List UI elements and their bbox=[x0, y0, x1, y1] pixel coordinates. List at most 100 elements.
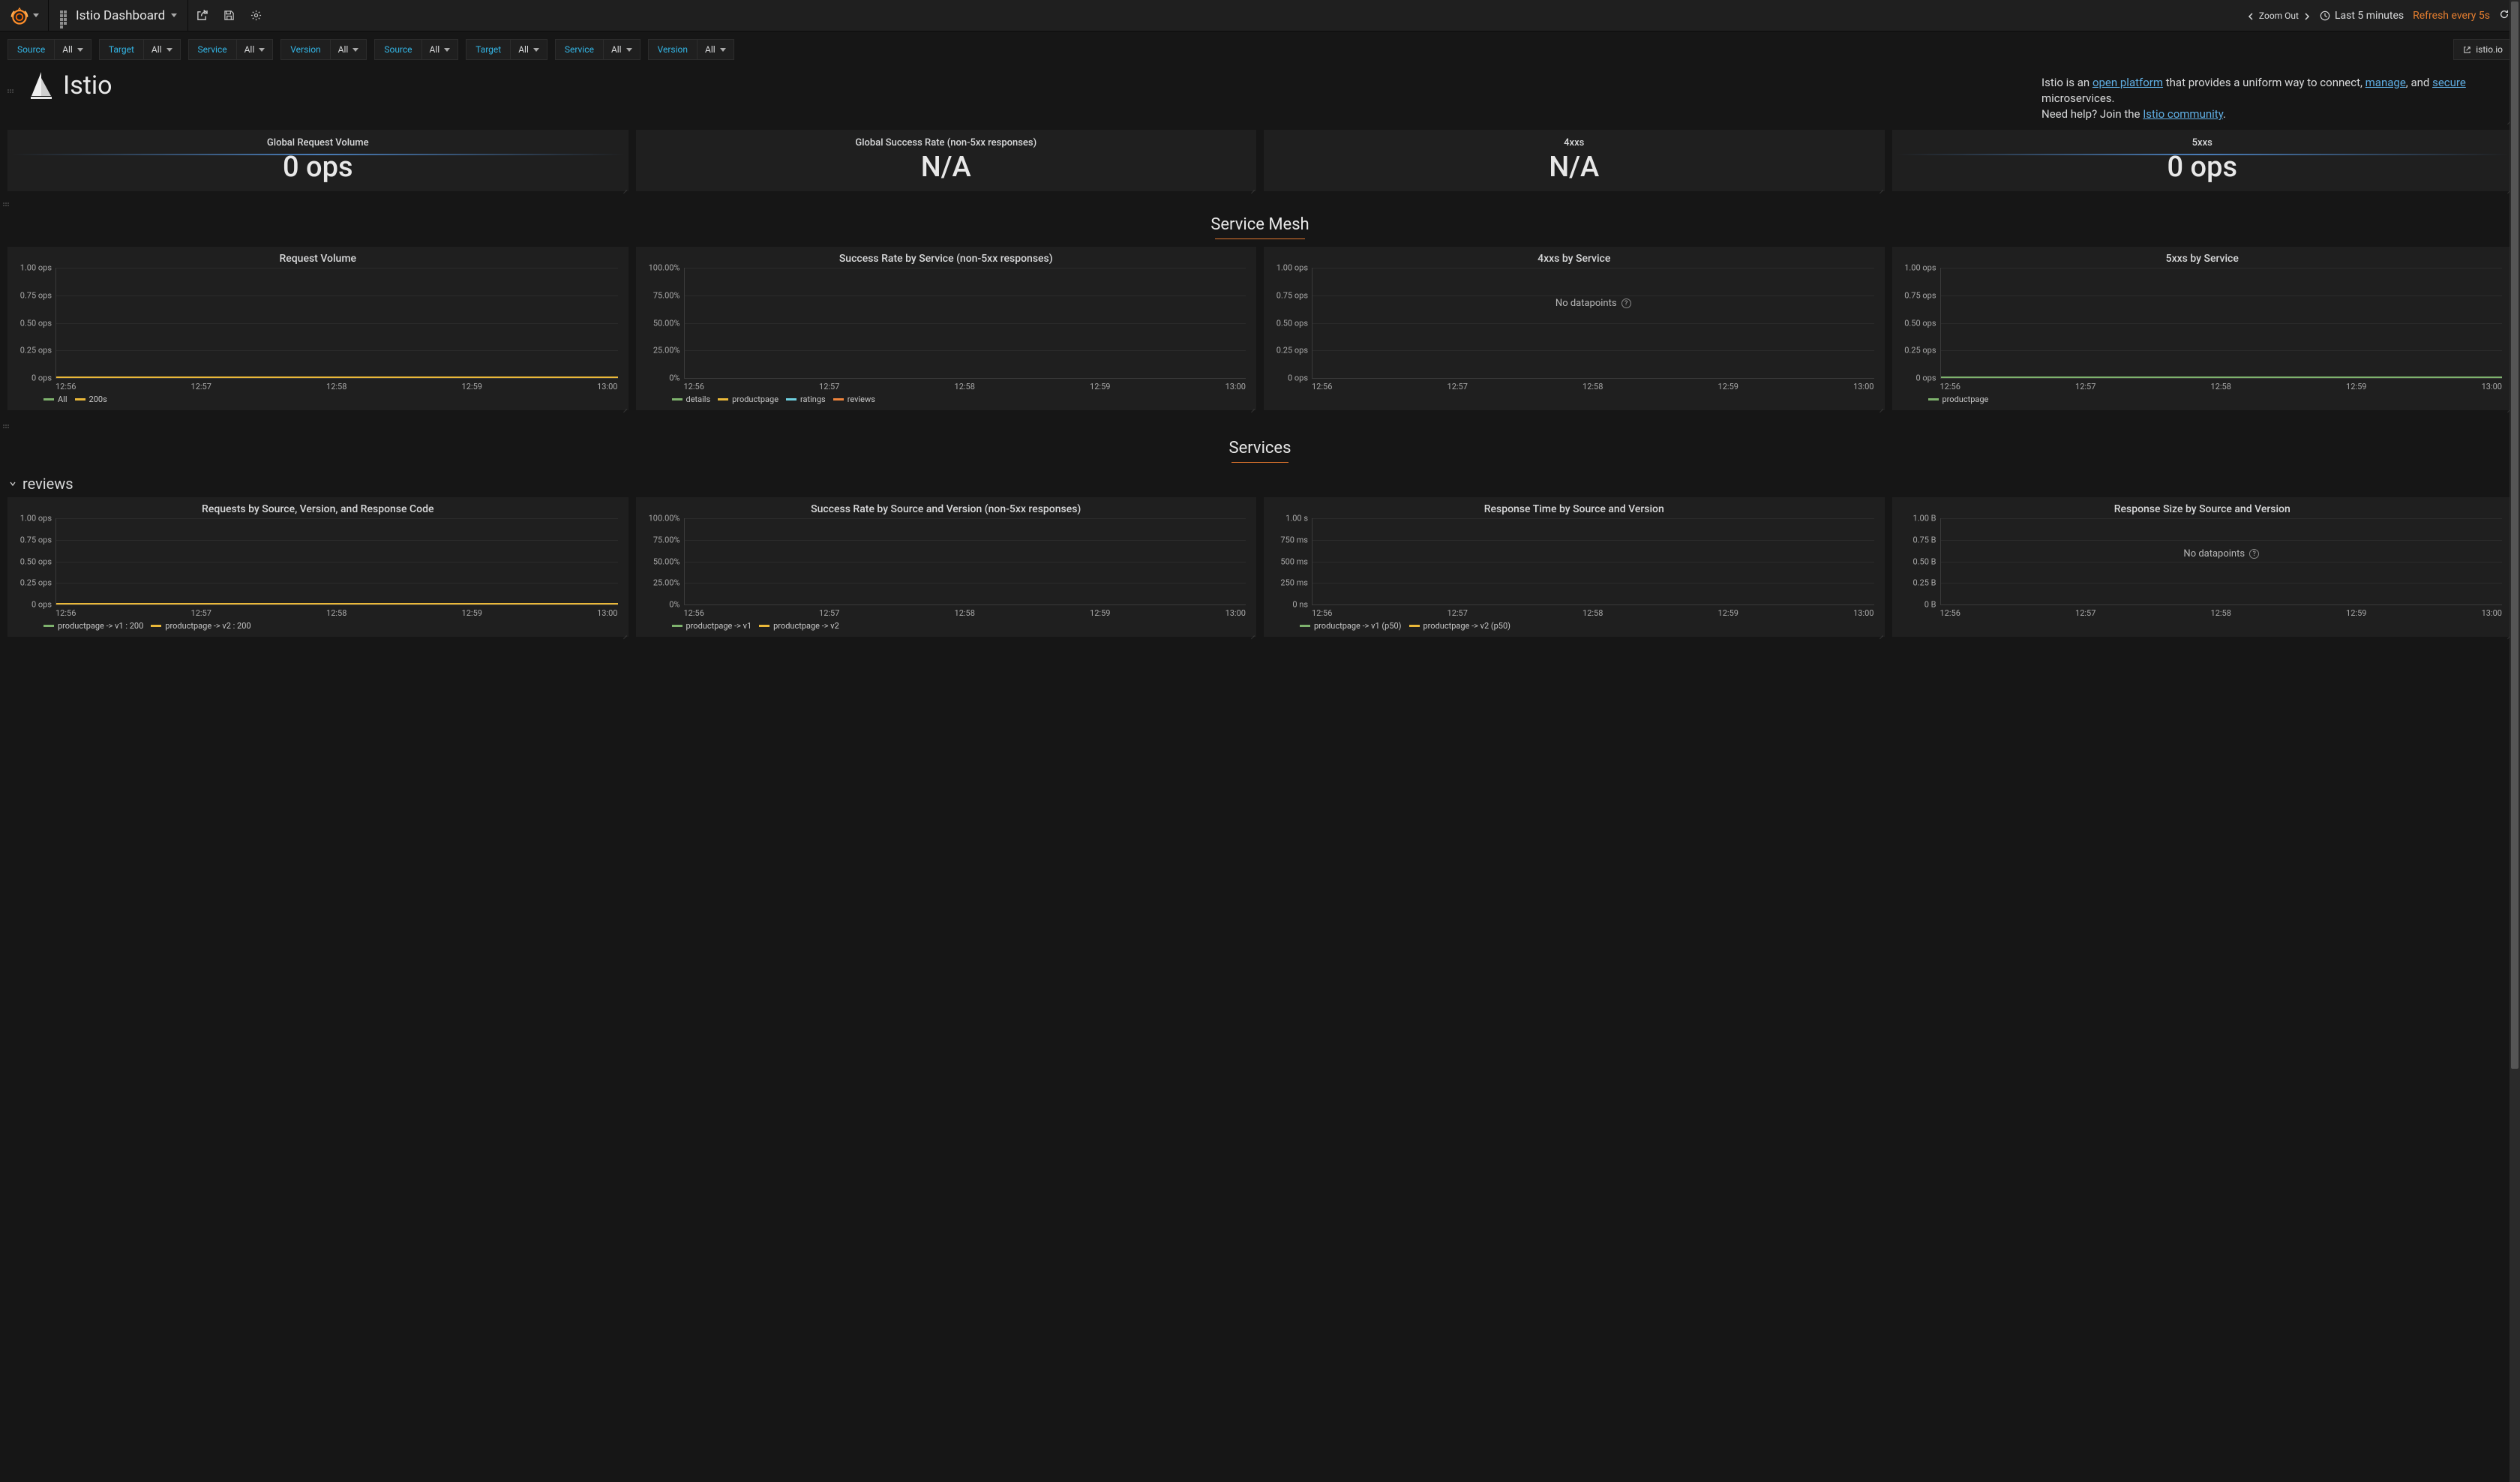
plot-area[interactable]: 1.00 B0.75 B0.50 B0.25 B0 BNo datapoints… bbox=[1940, 518, 2503, 605]
clock-icon bbox=[2320, 10, 2330, 21]
variable-source[interactable]: SourceAll bbox=[8, 39, 92, 60]
x-axis-tick: 12:57 bbox=[1448, 382, 1468, 392]
time-range-picker[interactable]: Last 5 minutes bbox=[2320, 10, 2404, 22]
stat-panel[interactable]: 5xxs0 ops bbox=[1892, 130, 2513, 191]
scrollbar[interactable] bbox=[2510, 0, 2520, 1482]
x-axis-tick: 12:58 bbox=[326, 382, 346, 392]
stat-title: 4xxs bbox=[1564, 137, 1584, 148]
variable-value[interactable]: All bbox=[331, 39, 368, 60]
stat-panel[interactable]: 4xxsN/A bbox=[1264, 130, 1885, 191]
graph-panel[interactable]: Response Time by Source and Version1.00 … bbox=[1264, 497, 1885, 637]
legend-item[interactable]: productpage -> v2 (p50) bbox=[1409, 621, 1511, 631]
time-back-button[interactable] bbox=[2247, 12, 2254, 20]
variable-label: Source bbox=[8, 39, 55, 60]
legend-item[interactable]: productpage -> v1 : 200 bbox=[44, 621, 143, 631]
section-service-mesh: Service Mesh bbox=[0, 208, 2520, 247]
istio-logo-icon bbox=[28, 70, 54, 100]
y-axis-tick: 1.00 ops bbox=[20, 263, 52, 273]
zoom-out-button[interactable]: Zoom Out bbox=[2259, 10, 2299, 21]
legend-item[interactable]: details bbox=[672, 394, 711, 404]
settings-button[interactable] bbox=[242, 0, 269, 32]
manage-link[interactable]: manage bbox=[2366, 76, 2406, 89]
variable-value[interactable]: All bbox=[55, 39, 92, 60]
plot-area[interactable]: 1.00 ops0.75 ops0.50 ops0.25 ops0 opsNo … bbox=[1312, 268, 1874, 379]
legend-item[interactable]: productpage -> v1 (p50) bbox=[1300, 621, 1402, 631]
y-axis-tick: 0.50 B bbox=[1912, 556, 1936, 566]
variable-value-dropdown[interactable]: All bbox=[511, 39, 548, 60]
plot-area[interactable]: 1.00 ops0.75 ops0.50 ops0.25 ops0 ops bbox=[56, 518, 618, 605]
refresh-button[interactable] bbox=[2499, 9, 2510, 22]
graph-panel[interactable]: Success Rate by Source and Version (non-… bbox=[636, 497, 1257, 637]
secure-link[interactable]: secure bbox=[2432, 76, 2466, 89]
graph-panel[interactable]: Request Volume1.00 ops0.75 ops0.50 ops0.… bbox=[8, 247, 628, 410]
x-axis-tick: 12:58 bbox=[326, 608, 346, 618]
x-axis-tick: 12:58 bbox=[1582, 382, 1603, 392]
help-icon[interactable]: ? bbox=[2249, 549, 2259, 559]
share-button[interactable] bbox=[188, 0, 215, 32]
external-link-button[interactable]: istio.io bbox=[2453, 39, 2512, 60]
variable-service[interactable]: ServiceAll bbox=[188, 39, 274, 60]
variable-version[interactable]: VersionAll bbox=[648, 39, 734, 60]
plot-area[interactable]: 1.00 ops0.75 ops0.50 ops0.25 ops0 ops bbox=[1940, 268, 2503, 379]
subsection-reviews[interactable]: reviews bbox=[0, 470, 2520, 497]
legend-item[interactable]: productpage bbox=[1928, 394, 1989, 404]
stat-title: 5xxs bbox=[2192, 137, 2212, 148]
x-axis-tick: 12:57 bbox=[819, 608, 839, 618]
x-axis: 12:5612:5712:5812:5913:00 bbox=[684, 608, 1246, 618]
dashboard-picker[interactable]: Istio Dashboard bbox=[49, 0, 188, 32]
stat-panel[interactable]: Global Success Rate (non-5xx responses)N… bbox=[636, 130, 1257, 191]
help-icon[interactable]: ? bbox=[1622, 298, 1631, 308]
y-axis-tick: 0 ops bbox=[32, 600, 52, 610]
x-axis-tick: 13:00 bbox=[1853, 608, 1874, 618]
y-axis-tick: 50.00% bbox=[653, 556, 680, 566]
variable-service[interactable]: ServiceAll bbox=[555, 39, 640, 60]
refresh-interval[interactable]: Refresh every 5s bbox=[2413, 10, 2490, 22]
time-forward-button[interactable] bbox=[2303, 12, 2311, 20]
legend-item[interactable]: 200s bbox=[75, 394, 107, 404]
graph-panel[interactable]: 4xxs by Service1.00 ops0.75 ops0.50 ops0… bbox=[1264, 247, 1885, 410]
x-axis-tick: 12:56 bbox=[1940, 608, 1960, 618]
graph-panel[interactable]: Response Size by Source and Version1.00 … bbox=[1892, 497, 2513, 637]
variable-value[interactable]: All bbox=[144, 39, 181, 60]
plot-area[interactable]: 1.00 ops0.75 ops0.50 ops0.25 ops0 ops bbox=[56, 268, 618, 379]
variable-version[interactable]: VersionAll bbox=[280, 39, 367, 60]
graph-panel[interactable]: Requests by Source, Version, and Respons… bbox=[8, 497, 628, 637]
external-link-icon bbox=[2463, 46, 2471, 54]
x-axis-tick: 12:59 bbox=[1718, 608, 1738, 618]
x-axis-tick: 12:58 bbox=[2211, 608, 2231, 618]
variable-value-dropdown[interactable]: All bbox=[422, 39, 459, 60]
stat-panel[interactable]: Global Request Volume0 ops bbox=[8, 130, 628, 191]
variable-source[interactable]: SourceAll bbox=[374, 39, 458, 60]
open-platform-link[interactable]: open platform bbox=[2092, 76, 2163, 89]
x-axis-tick: 13:00 bbox=[1226, 608, 1246, 618]
grafana-logo[interactable] bbox=[0, 0, 49, 32]
community-link[interactable]: Istio community bbox=[2143, 107, 2223, 121]
plot-area[interactable]: 100.00%75.00%50.00%25.00%0% bbox=[684, 518, 1246, 605]
x-axis-tick: 12:56 bbox=[684, 608, 704, 618]
x-axis-tick: 13:00 bbox=[1226, 382, 1246, 392]
service-mesh-graphs-row: Request Volume1.00 ops0.75 ops0.50 ops0.… bbox=[0, 247, 2520, 419]
variable-target[interactable]: TargetAll bbox=[466, 39, 548, 60]
save-button[interactable] bbox=[215, 0, 242, 32]
legend-item[interactable]: productpage -> v2 bbox=[759, 621, 839, 631]
x-axis-tick: 12:57 bbox=[2075, 382, 2096, 392]
plot-area[interactable]: 100.00%75.00%50.00%25.00%0% bbox=[684, 268, 1246, 379]
plot-area[interactable]: 1.00 s750 ms500 ms250 ms0 ns bbox=[1312, 518, 1874, 605]
variable-value-dropdown[interactable]: All bbox=[604, 39, 640, 60]
legend-item[interactable]: productpage -> v1 bbox=[672, 621, 752, 631]
graph-panel[interactable]: 5xxs by Service1.00 ops0.75 ops0.50 ops0… bbox=[1892, 247, 2513, 410]
x-axis: 12:5612:5712:5812:5913:00 bbox=[56, 382, 618, 392]
variable-value-dropdown[interactable]: All bbox=[698, 39, 734, 60]
variable-value[interactable]: All bbox=[237, 39, 274, 60]
graph-panel[interactable]: Success Rate by Service (non-5xx respons… bbox=[636, 247, 1257, 410]
stat-value: 0 ops bbox=[283, 151, 353, 184]
variable-target[interactable]: TargetAll bbox=[99, 39, 181, 60]
subsection-label: reviews bbox=[22, 475, 74, 493]
legend-item[interactable]: productpage bbox=[718, 394, 778, 404]
legend-item[interactable]: ratings bbox=[786, 394, 826, 404]
top-navbar: Istio Dashboard Zoom Out Last 5 minutes … bbox=[0, 0, 2520, 32]
legend-item[interactable]: All bbox=[44, 394, 68, 404]
legend-item[interactable]: reviews bbox=[833, 394, 875, 404]
data-series-line bbox=[56, 376, 618, 378]
legend-item[interactable]: productpage -> v2 : 200 bbox=[151, 621, 250, 631]
